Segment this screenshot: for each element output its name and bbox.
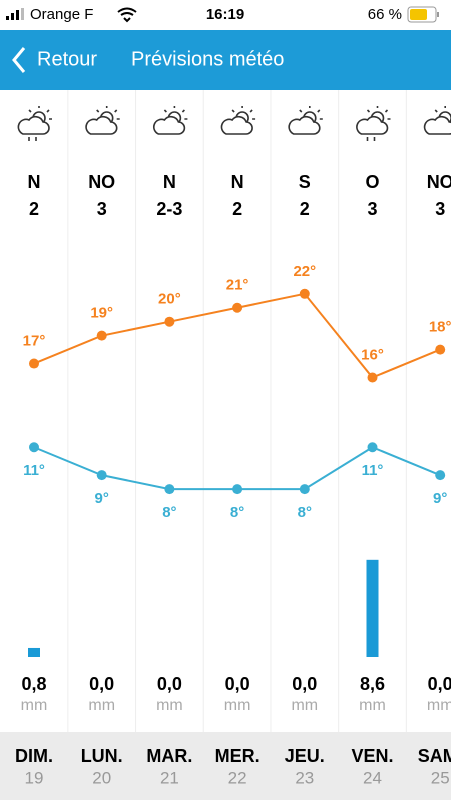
rain-value: 0,0 [157, 674, 182, 694]
rain-value: 0,0 [428, 674, 451, 694]
temperature-label: 19° [90, 305, 113, 322]
rain-bar [366, 559, 379, 657]
temperature-point [232, 302, 243, 313]
clock: 16:19 [206, 6, 244, 23]
rain-unit: mm [156, 697, 183, 714]
day-date: 23 [295, 768, 314, 787]
temperature-label: 9° [95, 490, 109, 507]
temperature-point [29, 358, 39, 369]
wind-direction: S [299, 172, 311, 192]
temperature-label: 17° [23, 333, 46, 350]
temperature-point [299, 484, 310, 495]
temperature-point [367, 372, 378, 383]
day-date: 25 [431, 768, 450, 787]
day-date: 19 [25, 768, 44, 787]
day-name: LUN. [81, 746, 123, 766]
rain-value: 0,0 [292, 674, 317, 694]
day-name: MAR. [146, 746, 192, 766]
weather-icon [288, 106, 323, 135]
rain-unit: mm [427, 697, 451, 714]
signal [6, 8, 24, 20]
temperature-label: 9° [433, 490, 447, 507]
weather-icon [17, 106, 52, 141]
temperature-point [435, 470, 446, 481]
status-bar [0, 0, 451, 30]
wind-direction: N [231, 172, 244, 192]
wind-force: 2 [29, 199, 39, 219]
nav-bar [0, 30, 451, 90]
temperature-point [96, 470, 107, 481]
day-date: 21 [160, 768, 179, 787]
wind-direction: O [365, 172, 379, 192]
rain-value: 0,8 [21, 674, 46, 694]
day-name: DIM. [15, 746, 53, 766]
day-name: JEU. [285, 746, 325, 766]
battery-level: 66 % [368, 6, 402, 23]
back-button[interactable]: Retour [37, 48, 97, 70]
temperature-point [232, 484, 243, 495]
day-name: MER. [215, 746, 260, 766]
rain-unit: mm [224, 697, 251, 714]
temperature-point [96, 330, 107, 341]
wind-force: 3 [435, 199, 445, 219]
weather-icon [85, 106, 120, 135]
temperature-label: 18° [429, 319, 451, 336]
day-date: 20 [92, 768, 111, 787]
temperature-label: 8° [230, 504, 244, 521]
rain-bar [28, 647, 40, 657]
rain-unit: mm [88, 697, 115, 714]
temperature-point [435, 344, 446, 355]
back-arrow[interactable] [12, 47, 26, 73]
weather-icon [152, 106, 188, 135]
temperature-label: 11° [362, 462, 384, 479]
wind-force: 2 [232, 199, 242, 219]
weather-icon [220, 106, 256, 135]
day-name: VEN. [351, 746, 393, 766]
day-date: 24 [363, 768, 382, 787]
temperature-label: 16° [361, 346, 384, 363]
temperature-point [164, 484, 175, 495]
temperature-label: 20° [158, 291, 181, 308]
temperature-label: 22° [293, 263, 316, 280]
temperature-point [164, 316, 175, 327]
temperature-label: 8° [162, 504, 176, 521]
wind-force: 2 [300, 199, 310, 219]
rain-unit: mm [359, 697, 386, 714]
wind-direction: NO [427, 172, 451, 192]
temperature-label: 21° [226, 277, 249, 294]
day-name: SAM. [418, 746, 451, 766]
wind-force: 3 [367, 199, 377, 219]
rain-value: 0,0 [89, 674, 114, 694]
battery-icon [407, 6, 439, 23]
carrier: Orange F [30, 6, 93, 23]
temperature-point [367, 442, 378, 453]
wifi-icon [117, 7, 137, 23]
wind-direction: NO [88, 172, 115, 192]
wind-direction: N [28, 172, 41, 192]
wind-force: 2-3 [156, 199, 182, 219]
rain-unit: mm [21, 697, 48, 714]
temperature-point [29, 442, 39, 453]
rain-unit: mm [291, 697, 318, 714]
day-bar [0, 732, 451, 800]
weather-icon [423, 106, 451, 135]
day-date: 22 [228, 768, 247, 787]
temperature-label: 8° [298, 504, 312, 521]
weather-icon [356, 106, 391, 141]
nav-title: Prévisions météo [131, 48, 284, 70]
rain-value: 0,0 [225, 674, 250, 694]
temperature-point [299, 288, 310, 299]
wind-direction: N [163, 172, 176, 192]
temperature-label: 11° [23, 462, 45, 479]
rain-value: 8,6 [360, 674, 385, 694]
wind-force: 3 [97, 199, 107, 219]
